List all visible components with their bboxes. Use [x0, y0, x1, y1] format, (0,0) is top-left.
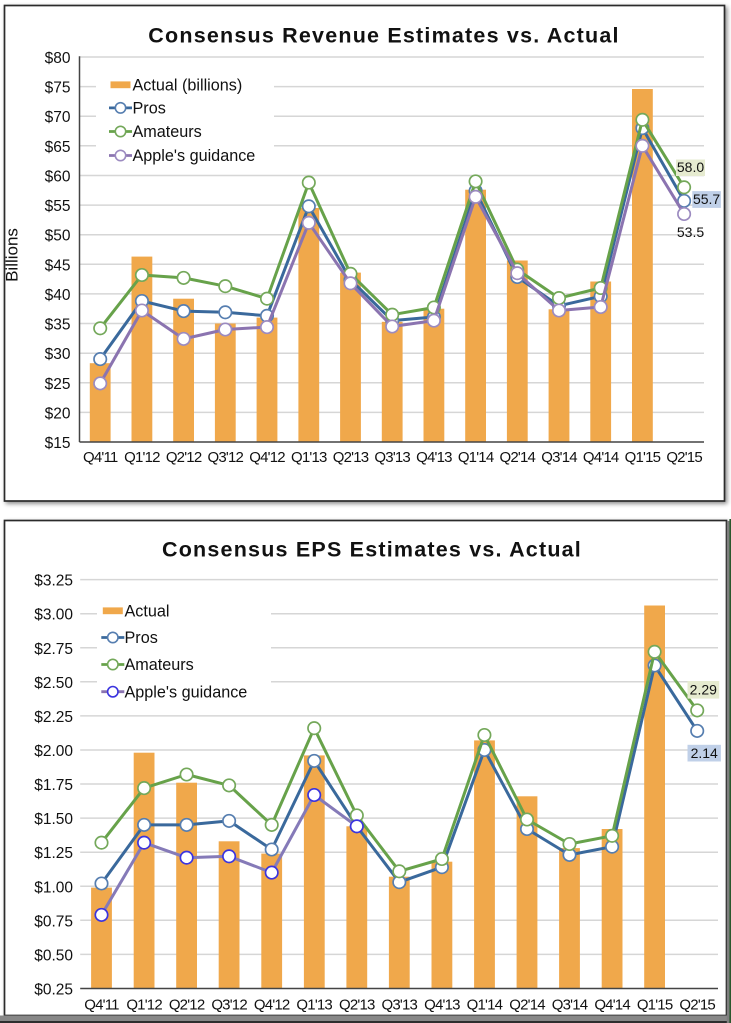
svg-text:Pros: Pros — [133, 100, 166, 118]
svg-text:55.7: 55.7 — [693, 191, 720, 207]
svg-text:$0.25: $0.25 — [34, 982, 73, 999]
svg-text:$3.25: $3.25 — [34, 573, 73, 590]
svg-text:Q2'14: Q2'14 — [500, 449, 536, 466]
svg-text:2.29: 2.29 — [690, 682, 717, 698]
svg-text:$25: $25 — [45, 376, 71, 393]
svg-text:Q1'15: Q1'15 — [637, 997, 673, 1014]
svg-text:$2.00: $2.00 — [34, 743, 73, 760]
svg-text:Q1'14: Q1'14 — [467, 997, 503, 1014]
svg-text:Q4'11: Q4'11 — [83, 449, 118, 466]
svg-text:$45: $45 — [45, 257, 71, 274]
svg-text:Pros: Pros — [125, 629, 158, 647]
svg-text:Actual: Actual — [125, 602, 170, 620]
svg-text:Q3'12: Q3'12 — [211, 997, 247, 1014]
svg-text:$2.75: $2.75 — [34, 641, 73, 658]
svg-text:53.5: 53.5 — [677, 224, 704, 240]
svg-text:$3.00: $3.00 — [34, 607, 73, 624]
svg-text:Q1'13: Q1'13 — [296, 997, 332, 1014]
svg-text:2.14: 2.14 — [691, 745, 718, 761]
svg-text:Actual (billions): Actual (billions) — [133, 76, 243, 94]
svg-text:Q2'13: Q2'13 — [333, 449, 369, 466]
svg-text:Q2'12: Q2'12 — [166, 449, 202, 466]
svg-text:$65: $65 — [45, 139, 71, 156]
svg-text:Q3'12: Q3'12 — [208, 449, 244, 466]
svg-text:Q1'14: Q1'14 — [458, 449, 494, 466]
svg-text:Q4'13: Q4'13 — [424, 997, 460, 1014]
svg-text:Q4'14: Q4'14 — [583, 449, 619, 466]
svg-text:Q1'15: Q1'15 — [625, 449, 661, 466]
svg-text:Q3'13: Q3'13 — [374, 449, 410, 466]
svg-text:$40: $40 — [45, 287, 71, 304]
svg-text:$1.25: $1.25 — [34, 845, 73, 862]
svg-text:$55: $55 — [45, 198, 71, 215]
svg-text:$2.50: $2.50 — [34, 675, 73, 692]
svg-text:Billions: Billions — [3, 228, 22, 282]
svg-text:Q2'15: Q2'15 — [666, 449, 702, 466]
svg-text:$60: $60 — [45, 169, 71, 186]
svg-text:Consensus EPS Estimates vs. Ac: Consensus EPS Estimates vs. Actual — [162, 538, 582, 562]
svg-text:$1.00: $1.00 — [34, 879, 73, 896]
svg-text:$30: $30 — [45, 346, 71, 363]
svg-text:Q2'15: Q2'15 — [679, 997, 715, 1014]
svg-text:58.0: 58.0 — [677, 159, 704, 175]
svg-text:$20: $20 — [45, 405, 71, 422]
svg-text:Q2'13: Q2'13 — [339, 997, 375, 1014]
svg-text:$80: $80 — [45, 50, 71, 67]
svg-text:Q3'14: Q3'14 — [541, 449, 577, 466]
svg-text:Q2'12: Q2'12 — [169, 997, 205, 1014]
svg-text:Amateurs: Amateurs — [125, 656, 194, 674]
svg-text:$1.75: $1.75 — [34, 777, 73, 794]
svg-text:Amateurs: Amateurs — [133, 123, 202, 141]
svg-text:Q3'14: Q3'14 — [552, 997, 588, 1014]
svg-text:Q4'12: Q4'12 — [249, 449, 285, 466]
svg-text:Apple's guidance: Apple's guidance — [125, 683, 248, 701]
svg-text:Q4'14: Q4'14 — [594, 997, 630, 1014]
svg-text:Q1'12: Q1'12 — [126, 997, 162, 1014]
svg-text:$0.75: $0.75 — [34, 913, 73, 930]
svg-text:$1.50: $1.50 — [34, 811, 73, 828]
svg-text:Q4'13: Q4'13 — [416, 449, 452, 466]
svg-text:Q4'11: Q4'11 — [84, 997, 119, 1014]
svg-text:$50: $50 — [45, 228, 71, 245]
svg-text:$0.50: $0.50 — [34, 947, 73, 964]
svg-text:Q1'13: Q1'13 — [291, 449, 327, 466]
svg-text:Q2'14: Q2'14 — [509, 997, 545, 1014]
svg-text:$70: $70 — [45, 109, 71, 126]
svg-text:Q1'12: Q1'12 — [124, 449, 160, 466]
svg-text:$15: $15 — [45, 435, 71, 452]
svg-text:$2.25: $2.25 — [34, 709, 73, 726]
svg-text:Consensus Revenue Estimates vs: Consensus Revenue Estimates vs. Actual — [148, 24, 619, 48]
svg-text:Apple's guidance: Apple's guidance — [133, 147, 256, 165]
svg-text:Q4'12: Q4'12 — [254, 997, 290, 1014]
svg-text:$75: $75 — [45, 80, 71, 97]
svg-text:$35: $35 — [45, 317, 71, 334]
svg-text:Q3'13: Q3'13 — [382, 997, 418, 1014]
